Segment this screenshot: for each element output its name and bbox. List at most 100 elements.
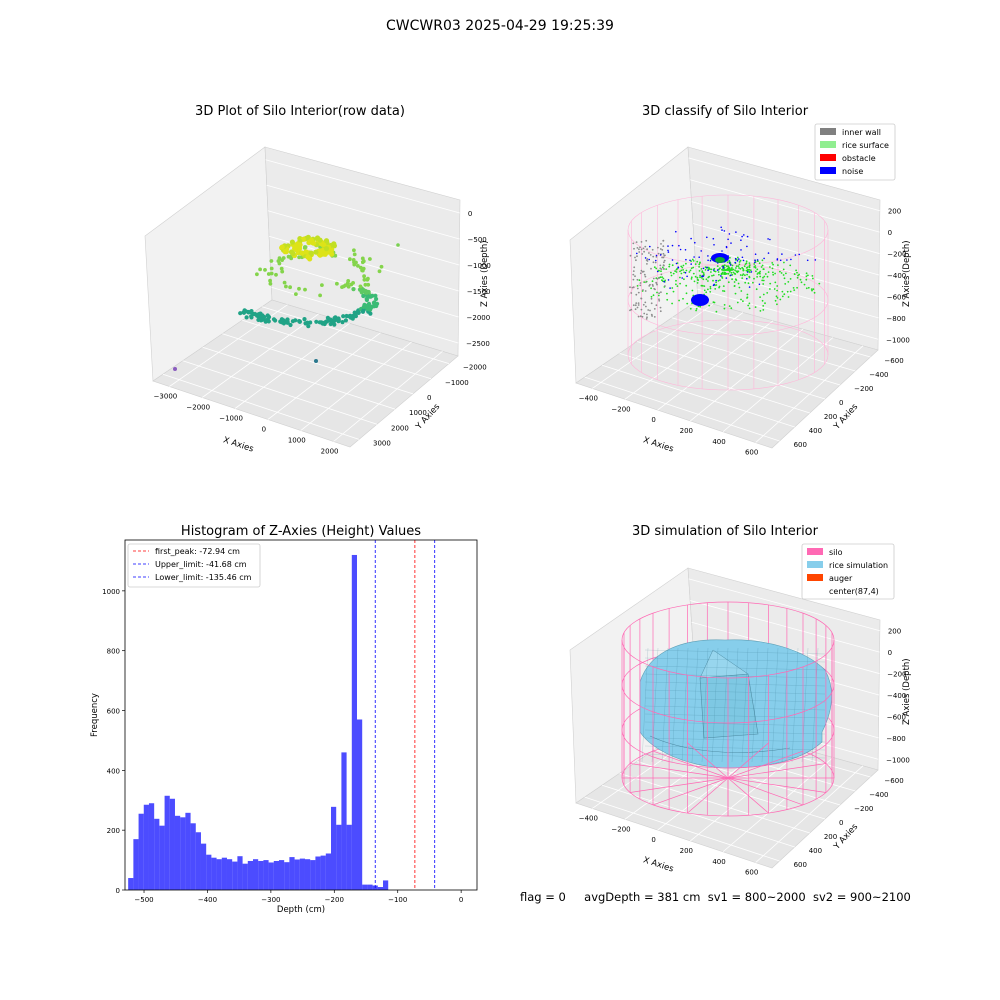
rice-surface-point [675, 279, 677, 282]
noise-point [667, 251, 670, 253]
x-tick-label: 200 [680, 427, 693, 435]
inner-wall-point [659, 310, 662, 313]
mesh-line [751, 647, 759, 763]
histogram-legend: first_peak: -72.94 cm Upper_limit: -41.68… [127, 543, 261, 588]
rice-surface-point [713, 301, 716, 304]
noise-point [720, 226, 722, 229]
noise-point [754, 253, 757, 255]
noise-point [722, 267, 724, 269]
inner-wall-point [651, 248, 654, 251]
inner-wall-point [651, 283, 654, 286]
simulation-legend: silo rice simulation auger center(87,4) [801, 543, 895, 600]
raw-point [255, 312, 260, 317]
grid-line [689, 305, 871, 358]
raw-point [350, 316, 355, 321]
inner-wall-point [649, 254, 652, 256]
raw-x-axis-label: X Axies [222, 435, 255, 454]
inner-wall-point [657, 252, 660, 255]
rice-surface-point [696, 282, 699, 284]
rice-surface-point [657, 294, 660, 297]
noise-point [684, 271, 687, 274]
rice-surface-point [759, 310, 762, 312]
histogram-bar [315, 856, 321, 890]
rice-surface-point [665, 268, 668, 270]
raw-pane-floor [152, 299, 459, 448]
raw-point [249, 309, 254, 314]
rice-surface-point [781, 290, 784, 293]
grid-line [234, 323, 350, 409]
rice-surface-point [759, 275, 762, 278]
legend-swatch [807, 548, 823, 555]
inner-wall-point [655, 256, 658, 258]
histogram-bar [263, 860, 269, 890]
rice-surface-point [748, 265, 751, 268]
raw-point [297, 255, 301, 260]
rice-surface-point [698, 270, 701, 272]
raw-point [346, 279, 351, 283]
rice-surface-point [715, 284, 718, 286]
histogram-bar [362, 884, 368, 890]
rice-surface-point [733, 281, 736, 283]
histogram-chart: −500 −400 −300 −200 −100 0 0 200 400 600 800 1000 D… [90, 539, 478, 915]
inner-wall-point [640, 308, 643, 311]
noise-point [698, 256, 700, 259]
x-tick-label: 1000 [288, 437, 306, 445]
rice-surface-point [760, 266, 763, 268]
inner-wall-point [639, 284, 642, 287]
rice-surface-point [753, 263, 756, 265]
noise-point [734, 261, 736, 264]
inner-wall-point [634, 275, 636, 278]
raw-point [303, 287, 307, 292]
raw-point [313, 249, 319, 255]
grid-line [261, 306, 450, 364]
rice-surface-point [774, 281, 777, 284]
rice-surface-point [696, 278, 699, 281]
inner-wall-point [662, 268, 665, 270]
raw-point [374, 296, 379, 302]
rice-surface-point [721, 271, 724, 274]
histogram-bar [148, 803, 155, 890]
raw-point [361, 293, 366, 299]
y-tick-label: −400 [869, 371, 888, 379]
y-tick-label: 600 [107, 708, 120, 716]
mesh-line [691, 647, 699, 763]
rice-surface-point [722, 269, 725, 272]
inner-wall-point [657, 246, 659, 249]
rice-surface-point [753, 266, 756, 268]
rice-surface-point [785, 272, 787, 275]
classify-z-axis-label: Z Axies (Depth) [902, 240, 912, 307]
rice-surface-point [792, 287, 795, 289]
rice-surface-point [702, 272, 705, 274]
raw-point [279, 244, 285, 250]
rice-surface-point [725, 268, 728, 271]
x-tick-label: −400 [579, 394, 598, 402]
rice-surface-point [723, 304, 726, 306]
histogram-title: Histogram of Z-Axies (Height) Values [180, 524, 422, 539]
rice-surface-point [807, 274, 809, 277]
raw-point [317, 237, 323, 243]
raw-point [238, 311, 243, 316]
inner-wall-point [632, 273, 635, 276]
inner-wall-point [636, 247, 639, 249]
z-tick-label: 0 [468, 210, 472, 218]
flag-text: flag = 0 [520, 890, 566, 904]
grid-line [202, 313, 319, 398]
inner-wall-point [639, 282, 642, 284]
histogram-bar [346, 824, 352, 890]
rice-surface-point [661, 276, 664, 278]
noise-point [694, 241, 696, 244]
inner-wall-point [632, 304, 635, 307]
rice-surface-point [735, 267, 737, 269]
y-tick-label: 200 [824, 833, 837, 841]
rice-surface-point [675, 271, 678, 273]
rice-surface-point [782, 268, 785, 271]
rice-surface-point [726, 261, 729, 264]
rice-surface-point [813, 291, 816, 294]
raw-3d-plot: −3000−2000−10000100020003000200010000−10… [144, 146, 491, 456]
histogram-bar [221, 857, 227, 890]
noise-point [709, 259, 712, 262]
noise-point [707, 269, 709, 272]
rice-surface-point [727, 281, 730, 284]
grid-line [162, 373, 360, 440]
raw-point [279, 266, 284, 271]
